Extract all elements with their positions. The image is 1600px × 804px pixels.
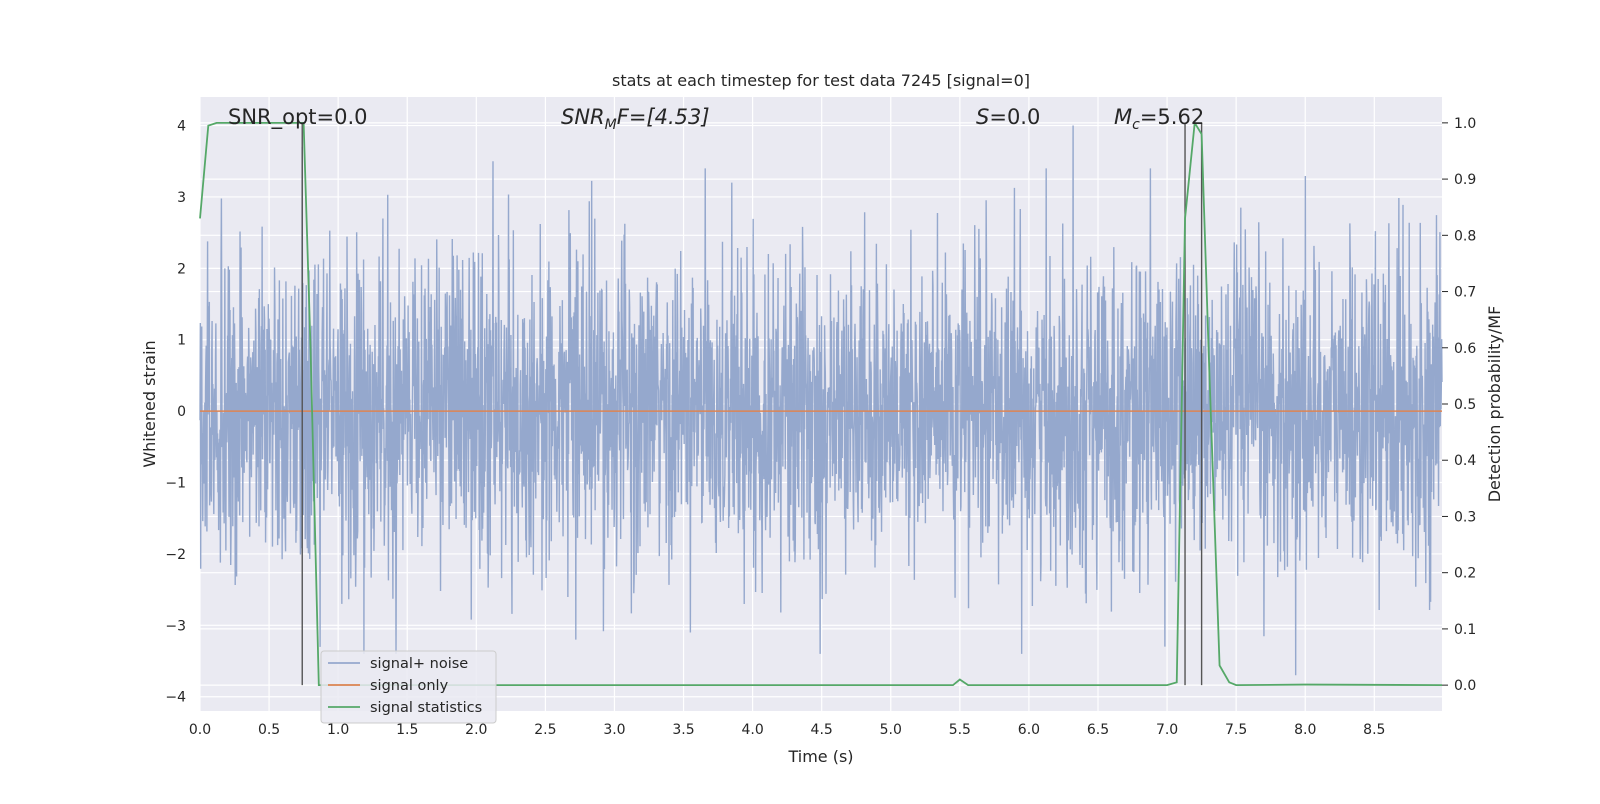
x-tick-label: 6.5: [1087, 722, 1109, 738]
axis-ticks: 0.0 0.5 1.0 1.5 2.0 2.5 3.0 3.5 4.0 4.5 5.0 5.5 6.0 6…: [165, 116, 1476, 738]
legend-label-signal-statistics: signal statistics: [370, 700, 482, 716]
annotation-mc-rest: =5.62: [1140, 105, 1204, 129]
annotation-mc: Mc=5.62: [1114, 105, 1204, 133]
legend-label-signal-only: signal only: [370, 678, 449, 694]
y-right-tick-label: 0.6: [1454, 341, 1476, 357]
annotation-s-rest: =0.0: [989, 105, 1040, 129]
annotation-snr-opt: SNR_opt=0.0: [228, 105, 368, 130]
x-tick-label: 8.5: [1363, 722, 1385, 738]
legend-box: [320, 650, 497, 724]
x-tick-label: 2.0: [465, 722, 487, 738]
y-right-tick-label: 0.2: [1454, 566, 1476, 582]
y-tick-label: −3: [165, 618, 186, 634]
y-right-tick-label: 0.0: [1454, 678, 1476, 694]
y-tick-label: 1: [177, 333, 186, 349]
statistics-line: [199, 120, 1443, 687]
x-tick-label: 5.5: [949, 722, 971, 738]
series-signal-statistics: [199, 120, 1443, 687]
y-right-tick-label: 0.4: [1454, 453, 1476, 469]
annotation-snr-mf-rest: F=[4.53]: [617, 105, 710, 129]
annotation-mc-main: M: [1114, 105, 1132, 129]
x-tick-label: 7.0: [1156, 722, 1178, 738]
annotation-snr-mf-main: SNR: [561, 105, 605, 129]
x-tick-label: 1.5: [396, 722, 418, 738]
y-right-tick-label: 0.9: [1454, 172, 1476, 188]
y-right-tick-label: 0.7: [1454, 285, 1476, 301]
y-tick-label: −2: [165, 547, 186, 563]
x-tick-label: 0.5: [258, 722, 280, 738]
y-right-tick-label: 0.5: [1454, 397, 1476, 413]
x-tick-label: 4.0: [741, 722, 763, 738]
annotation-s-main: S: [976, 105, 989, 129]
y-right-tick-label: 0.8: [1454, 228, 1476, 244]
x-tick-label: 0.0: [189, 722, 211, 738]
y-right-tick-label: 0.1: [1454, 622, 1476, 638]
x-tick-label: 4.5: [811, 722, 833, 738]
annotation-snr-mf-sub: M: [605, 117, 617, 133]
chart-title: stats at each timestep for test data 724…: [612, 71, 1030, 90]
y-right-tick-label: 1.0: [1454, 116, 1476, 132]
annotation-mc-sub: c: [1132, 117, 1140, 133]
x-tick-label: 3.0: [603, 722, 625, 738]
x-axis-label: Time (s): [787, 747, 853, 766]
x-tick-label: 3.5: [672, 722, 694, 738]
y-tick-label: 2: [177, 261, 186, 277]
y-tick-label: 3: [177, 190, 186, 206]
x-tick-label: 5.0: [880, 722, 902, 738]
annotation-snr-mf: SNRMF=[4.53]: [561, 105, 710, 133]
x-tick-label: 6.0: [1018, 722, 1040, 738]
y-tick-label: 4: [177, 119, 186, 135]
noise-trace: [199, 125, 1443, 676]
y-tick-label: 0: [177, 404, 186, 420]
x-tick-label: 1.0: [327, 722, 349, 738]
x-tick-label: 7.5: [1225, 722, 1247, 738]
y-tick-label: −1: [165, 476, 186, 492]
x-tick-label: 8.0: [1294, 722, 1316, 738]
x-tick-label: 2.5: [534, 722, 556, 738]
legend: signal+ noise signal only signal statist…: [320, 650, 497, 724]
y-tick-label: −4: [165, 690, 186, 706]
y-right-tick-label: 0.3: [1454, 509, 1476, 525]
annotation-s: S=0.0: [976, 105, 1040, 129]
y-axis-label: Whitened strain: [140, 340, 159, 467]
series-signal-plus-noise: [199, 125, 1443, 676]
y-right-axis-label: Detection probability/MF: [1485, 306, 1504, 503]
legend-label-signal-plus-noise: signal+ noise: [370, 656, 468, 672]
